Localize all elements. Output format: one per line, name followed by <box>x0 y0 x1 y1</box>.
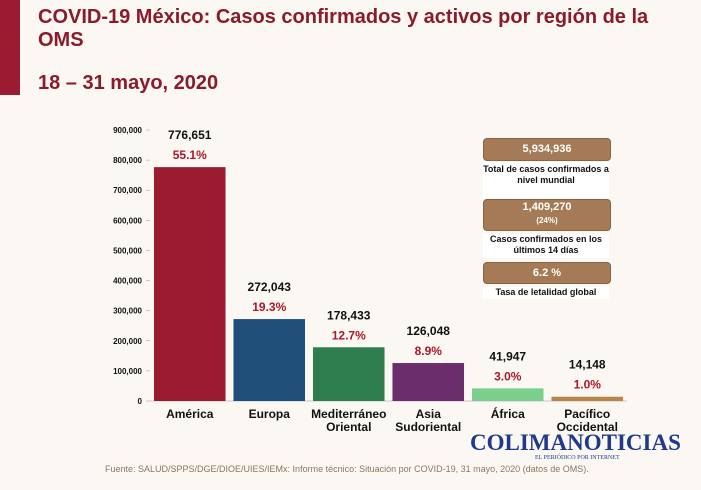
bar <box>392 363 465 401</box>
value-label: 272,043 <box>248 280 292 294</box>
y-tick-label: 200,000 <box>113 337 142 346</box>
subtitle: 18 – 31 mayo, 2020 <box>38 72 219 94</box>
y-tick-label: 700,000 <box>113 186 142 195</box>
source: Fuente: SALUD/SPPS/DGE/DIOE/UIES/IEMx: I… <box>105 464 589 474</box>
value-label: 14,148 <box>569 358 606 372</box>
x-tick-label: Mediterráneo Oriental <box>311 407 387 434</box>
bar <box>153 167 226 401</box>
percent-label: 1.0% <box>574 378 602 392</box>
y-tick-label: 0 <box>138 397 143 406</box>
bar <box>233 319 306 401</box>
x-tick-label: Europa <box>248 407 290 421</box>
value-label: 178,433 <box>327 308 371 322</box>
total-note: Total de casos confirmados a nivel mundi… <box>483 162 609 198</box>
title: COVID-19 México: Casos confirmados y act… <box>38 6 649 51</box>
y-tick-label: 500,000 <box>113 246 142 255</box>
percent-label: 3.0% <box>494 369 522 383</box>
percent-label: 19.3% <box>252 300 286 314</box>
recent-value: 1,409,270 <box>522 201 572 213</box>
bar <box>312 347 385 401</box>
bar <box>471 388 544 401</box>
y-tick-label: 300,000 <box>113 307 142 316</box>
lethality-note: Tasa de letalidad global <box>483 287 609 299</box>
y-tick-label: 800,000 <box>113 156 142 165</box>
lethality-box: 6.2 % <box>483 262 611 284</box>
value-label: 776,651 <box>168 128 212 142</box>
value-label: 126,048 <box>407 324 451 338</box>
bar <box>551 396 624 401</box>
y-tick-label: 600,000 <box>113 216 142 225</box>
y-tick-label: 900,000 <box>113 126 142 135</box>
value-label: 41,947 <box>489 349 526 363</box>
percent-label: 55.1% <box>173 148 207 162</box>
x-tick-label: Pacífico Occidental <box>556 407 618 434</box>
percent-label: 12.7% <box>332 328 366 342</box>
y-tick-label: 100,000 <box>113 367 142 376</box>
percent-label: 8.9% <box>415 344 443 358</box>
x-tick-label: África <box>490 407 525 421</box>
watermark-brand: COLIMANOTICIAS <box>470 430 681 455</box>
header-stripe <box>0 0 20 95</box>
recent-box: 1,409,270 (24%) <box>483 199 611 231</box>
total-box: 5,934,936 <box>483 138 611 161</box>
watermark-tagline: EL PERIÓDICO POR INTERNET <box>535 455 620 461</box>
y-tick-label: 400,000 <box>113 277 142 286</box>
x-tick-label: Asia Sudoriental <box>395 407 462 434</box>
recent-note: Casos confirmados en los últimos 14 días <box>483 234 609 258</box>
x-tick-label: América <box>166 407 214 421</box>
recent-share: (24%) <box>536 216 558 225</box>
